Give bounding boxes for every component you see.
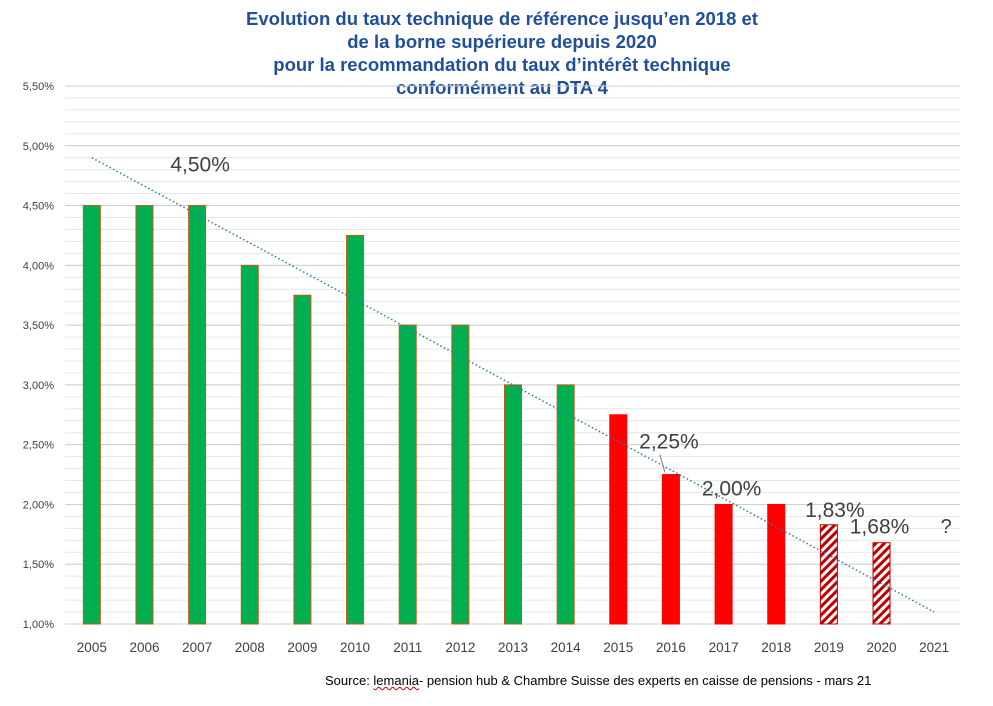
x-tick-label: 2007 [182,640,212,655]
y-tick-label: 5,00% [23,141,54,153]
data-label-leader [659,454,666,473]
bar-2015 [609,414,628,625]
data-label-2016: 2,25% [639,431,699,454]
bar-2010 [346,234,365,625]
x-tick-label: 2009 [287,640,317,655]
y-tick-label: 2,50% [23,440,54,452]
x-tick-label: 2016 [656,640,686,655]
y-tick-label: 4,00% [23,260,54,272]
bar-2007 [188,205,207,625]
x-tick-label: 2018 [761,640,791,655]
bar-2006 [135,205,154,625]
x-tick-label: 2019 [814,640,844,655]
x-tick-label: 2011 [393,640,422,655]
chart-title-line-3: pour la recommandation du taux d’intérêt… [273,54,731,75]
bar-2005 [82,205,101,625]
data-label-2021: ? [941,516,952,538]
bar-2013 [504,384,522,625]
source-rest: - pension hub & Chambre Suisse des exper… [418,673,872,688]
y-tick-label: 2,00% [23,499,54,511]
x-tick-label: 2006 [129,640,159,655]
source-note: Source: lemania- pension hub & Chambre S… [325,673,871,688]
bar-2014 [556,384,575,625]
bar-2011 [398,324,417,625]
x-tick-label: 2015 [603,640,633,655]
data-label-2019: 1,83% [805,499,865,522]
source-prefix: Source: [325,673,374,688]
x-tick-label: 2013 [498,640,528,655]
x-tick-label: 2017 [709,640,739,655]
y-tick-label: 3,50% [23,320,54,332]
x-tick-label: 2012 [445,640,475,655]
y-tick-label: 4,50% [23,201,54,213]
y-tick-label: 1,00% [23,619,54,631]
data-label-2020: 1,68% [850,516,910,539]
bar-2017 [714,503,733,625]
bar-2018 [767,503,786,625]
x-tick-label: 2008 [235,640,265,655]
y-tick-label: 1,50% [23,559,54,571]
x-tick-label: 2014 [551,640,582,655]
bar-2009 [293,294,312,625]
bar-2016 [661,474,680,625]
data-label-2017: 2,00% [702,477,762,500]
bar-2008 [240,264,259,625]
chart-title-line-2: de la borne supérieure depuis 2020 [347,31,657,52]
bar-2019 [819,524,838,625]
x-tick-label: 2020 [867,640,897,655]
y-tick-label: 3,00% [23,380,54,392]
x-tick-label: 2010 [340,640,370,655]
x-tick-label: 2021 [919,640,949,655]
y-tick-label: 5,50% [23,81,54,93]
bar-2012 [451,324,470,625]
data-label-2007: 4,50% [170,154,230,177]
chart-title-line-1: Evolution du taux technique de référence… [246,8,758,29]
source-lemania: lemania [373,673,419,688]
chart-title-line-4: conformément au DTA 4 [396,77,608,98]
x-tick-label: 2005 [77,640,107,655]
